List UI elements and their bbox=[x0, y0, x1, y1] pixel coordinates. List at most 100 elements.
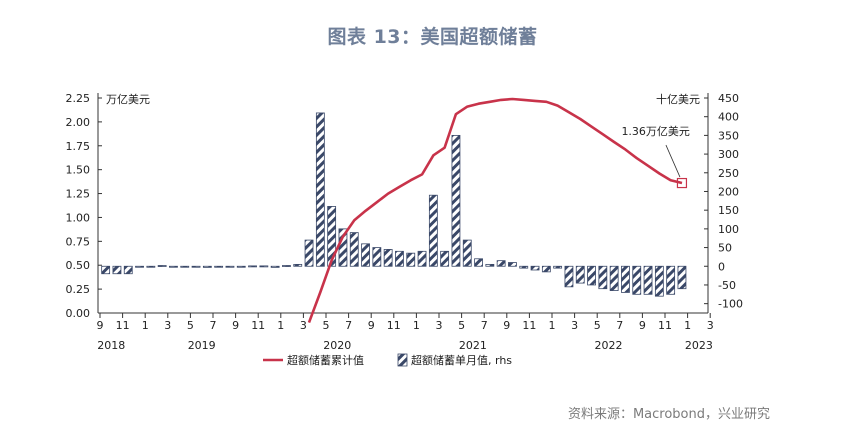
bar-mark bbox=[327, 206, 337, 267]
chart-title: 图表 13：美国超额储蓄 bbox=[327, 26, 538, 48]
x-tick-label: 5 bbox=[594, 319, 601, 332]
x-tick-label: 3 bbox=[164, 319, 171, 332]
x-tick-label: 3 bbox=[571, 319, 578, 332]
x-tick-label: 1 bbox=[413, 319, 420, 332]
label-group: 1.36万亿美元 bbox=[621, 125, 690, 189]
x-tick-label: 5 bbox=[458, 319, 465, 332]
bar-mark bbox=[395, 250, 404, 267]
x-tick-label: 1 bbox=[142, 319, 149, 332]
bar-mark bbox=[632, 265, 642, 295]
bar-mark bbox=[349, 232, 359, 267]
bar-mark bbox=[587, 265, 596, 286]
x-year-label: 2023 bbox=[685, 339, 713, 352]
left-tick-label: 2.00 bbox=[66, 116, 91, 129]
x-year-label: 2020 bbox=[323, 339, 351, 352]
bar-mark bbox=[282, 265, 291, 267]
bar-mark bbox=[112, 265, 122, 275]
x-tick-label: 7 bbox=[210, 319, 217, 332]
left-tick-label: 0.00 bbox=[66, 307, 91, 320]
right-tick-label: 50 bbox=[718, 242, 732, 255]
right-tick-label: 150 bbox=[718, 204, 739, 217]
bar-mark bbox=[474, 258, 483, 267]
bar-mark bbox=[654, 265, 664, 297]
x-tick-label: 11 bbox=[251, 319, 265, 332]
x-tick-label: 11 bbox=[522, 319, 536, 332]
bar-mark bbox=[169, 265, 178, 268]
source-note: 资料来源：Macrobond，兴业研究 bbox=[567, 407, 770, 422]
annotation-leader bbox=[665, 144, 681, 178]
line-series-path bbox=[307, 97, 683, 324]
bar-mark bbox=[609, 265, 619, 291]
right-tick-label: -50 bbox=[718, 279, 736, 292]
bar-mark bbox=[157, 265, 167, 267]
bar-mark bbox=[214, 265, 224, 268]
right-tick-label: 0 bbox=[718, 260, 725, 273]
bar-mark bbox=[248, 265, 257, 268]
bar-mark bbox=[462, 239, 472, 267]
bar-mark bbox=[677, 265, 687, 290]
bar-mark bbox=[270, 265, 280, 268]
right-tick-label: 450 bbox=[718, 92, 739, 105]
right-tick-label: 300 bbox=[718, 148, 739, 161]
x-year-label: 2018 bbox=[97, 339, 125, 352]
legend-bar-swatch bbox=[397, 353, 408, 367]
x-tick-label: 3 bbox=[300, 319, 307, 332]
bar-mark bbox=[440, 250, 450, 267]
bar-mark bbox=[643, 265, 653, 295]
bar-mark bbox=[372, 247, 382, 267]
x-tick-label: 11 bbox=[658, 319, 672, 332]
x-tick-label: 9 bbox=[503, 319, 510, 332]
bar-mark bbox=[191, 265, 201, 268]
bar-series-group bbox=[101, 112, 687, 297]
bar-mark bbox=[383, 249, 393, 267]
bar-mark bbox=[417, 250, 427, 267]
bar-mark bbox=[293, 263, 303, 267]
line-series-group bbox=[307, 97, 683, 324]
x-tick-label: 7 bbox=[481, 319, 488, 332]
bar-mark bbox=[451, 134, 461, 267]
bar-mark bbox=[225, 265, 235, 268]
right-tick-label: 400 bbox=[718, 111, 739, 124]
right-tick-label: 250 bbox=[718, 167, 739, 180]
x-year-label: 2022 bbox=[595, 339, 623, 352]
x-tick-label: 5 bbox=[187, 319, 194, 332]
bar-mark bbox=[146, 265, 156, 268]
bar-mark bbox=[485, 263, 495, 267]
right-tick-label: 350 bbox=[718, 129, 739, 142]
left-tick-label: 1.75 bbox=[66, 140, 91, 153]
x-tick-label: 1 bbox=[684, 319, 691, 332]
bar-mark bbox=[123, 265, 133, 275]
x-year-label: 2021 bbox=[459, 339, 487, 352]
bar-mark bbox=[361, 243, 370, 267]
bar-mark bbox=[541, 265, 551, 273]
bar-mark bbox=[575, 265, 585, 284]
x-tick-label: 9 bbox=[232, 319, 239, 332]
bar-mark bbox=[598, 265, 608, 290]
x-tick-label: 1 bbox=[277, 319, 284, 332]
legend-bar-label: 超额储蓄单月值, rhs bbox=[411, 353, 512, 367]
x-tick-label: 1 bbox=[549, 319, 556, 332]
annotation-marker bbox=[676, 177, 688, 189]
bar-mark bbox=[180, 265, 190, 268]
x-tick-label: 7 bbox=[345, 319, 352, 332]
bar-mark bbox=[553, 265, 563, 269]
bar-mark bbox=[236, 265, 246, 268]
bar-mark bbox=[101, 265, 111, 275]
right-tick-label: -100 bbox=[718, 298, 743, 311]
x-tick-label: 3 bbox=[436, 319, 443, 332]
bar-mark bbox=[304, 239, 314, 267]
annotation-text: 1.36万亿美元 bbox=[621, 125, 690, 138]
axes-group: 0.00 0.25 0.50 0.75 1.00 1.25 1.50 1.75 2.00 2.25… bbox=[66, 92, 743, 352]
bar-mark bbox=[530, 265, 540, 271]
x-tick-label: 11 bbox=[116, 319, 130, 332]
bar-mark bbox=[621, 265, 630, 293]
x-year-label: 2019 bbox=[188, 339, 216, 352]
left-axis-unit: 万亿美元 bbox=[106, 93, 150, 106]
bar-mark bbox=[666, 265, 676, 295]
x-tick-label: 7 bbox=[616, 319, 623, 332]
bar-mark bbox=[508, 262, 517, 267]
left-tick-label: 1.50 bbox=[66, 164, 91, 177]
bar-mark bbox=[428, 194, 438, 267]
